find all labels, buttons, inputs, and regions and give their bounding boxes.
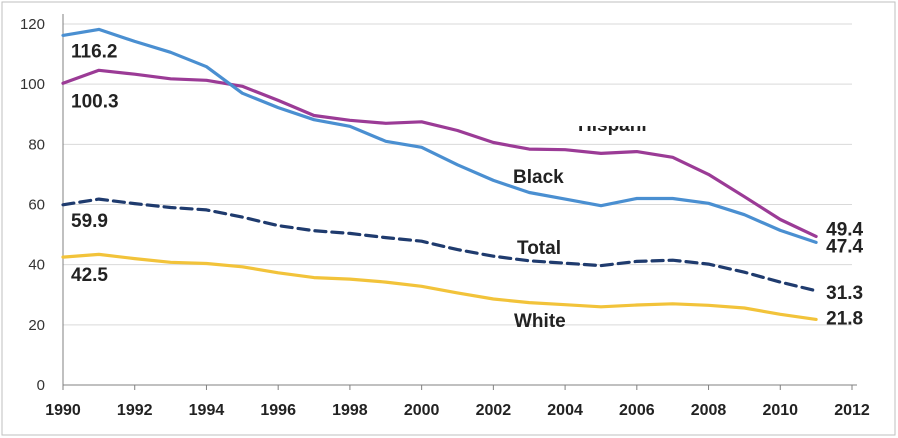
y-tick-label: 120 xyxy=(20,16,45,33)
end-label-total: 31.3 xyxy=(826,283,863,304)
y-tick-label: 40 xyxy=(28,257,45,274)
end-label-hispani: 49.4 xyxy=(826,219,863,240)
x-tick-label: 2002 xyxy=(476,402,512,419)
x-tick-label: 1990 xyxy=(45,402,81,419)
x-tick-label: 2006 xyxy=(619,402,655,419)
start-label-hispani: 100.3 xyxy=(71,91,119,112)
end-label-white: 21.8 xyxy=(826,308,863,329)
y-tick-label: 20 xyxy=(28,317,45,334)
start-label-black: 116.2 xyxy=(71,41,118,62)
x-tick-label: 2004 xyxy=(547,402,583,419)
series-line-total xyxy=(61,197,818,293)
x-tick-label: 2008 xyxy=(691,402,727,419)
start-label-total: 59.9 xyxy=(71,211,108,232)
series-lines xyxy=(61,27,818,321)
x-tick-label: 2012 xyxy=(834,402,870,419)
y-tick-label: 100 xyxy=(20,76,45,93)
x-tick-label: 2000 xyxy=(404,402,440,419)
start-label-white: 42.5 xyxy=(71,265,108,286)
series-line-black xyxy=(61,27,818,244)
y-tick-label: 0 xyxy=(37,377,45,394)
x-tick-label: 1998 xyxy=(332,402,368,419)
x-tick-label: 2010 xyxy=(762,402,798,419)
series-name-black: Black xyxy=(513,167,564,188)
series-line-hispani xyxy=(61,68,818,238)
x-tick-label: 1994 xyxy=(189,402,225,419)
x-axis-ticks: 1990 1992 1994 1996 1998 2000 2002 2004 2006 2008… xyxy=(45,385,870,419)
x-tick-label: 1996 xyxy=(260,402,296,419)
series-name-total: Total xyxy=(517,238,561,259)
end-label-black: 47.4 xyxy=(826,236,863,257)
x-tick-label: 1992 xyxy=(117,402,153,419)
series-name-hispani: Hispani xyxy=(578,115,647,136)
y-tick-label: 80 xyxy=(28,136,45,153)
data-labels: 100.3 49.4 116.2 47.4 59.9 31.3 42.5 21.8 Hispan… xyxy=(71,41,864,332)
series-line-white xyxy=(61,252,818,321)
y-axis-ticks: 0 20 40 60 80 100 120 xyxy=(20,16,45,394)
y-tick-label: 60 xyxy=(28,197,45,214)
series-name-white: White xyxy=(514,311,566,332)
